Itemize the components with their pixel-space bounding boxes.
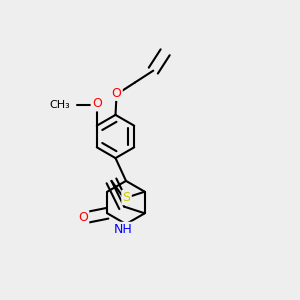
Text: O: O: [112, 87, 122, 100]
Text: NH: NH: [114, 223, 133, 236]
Text: CH₃: CH₃: [49, 100, 70, 110]
Text: S: S: [123, 191, 130, 204]
Text: O: O: [78, 211, 88, 224]
Text: O: O: [92, 97, 102, 110]
